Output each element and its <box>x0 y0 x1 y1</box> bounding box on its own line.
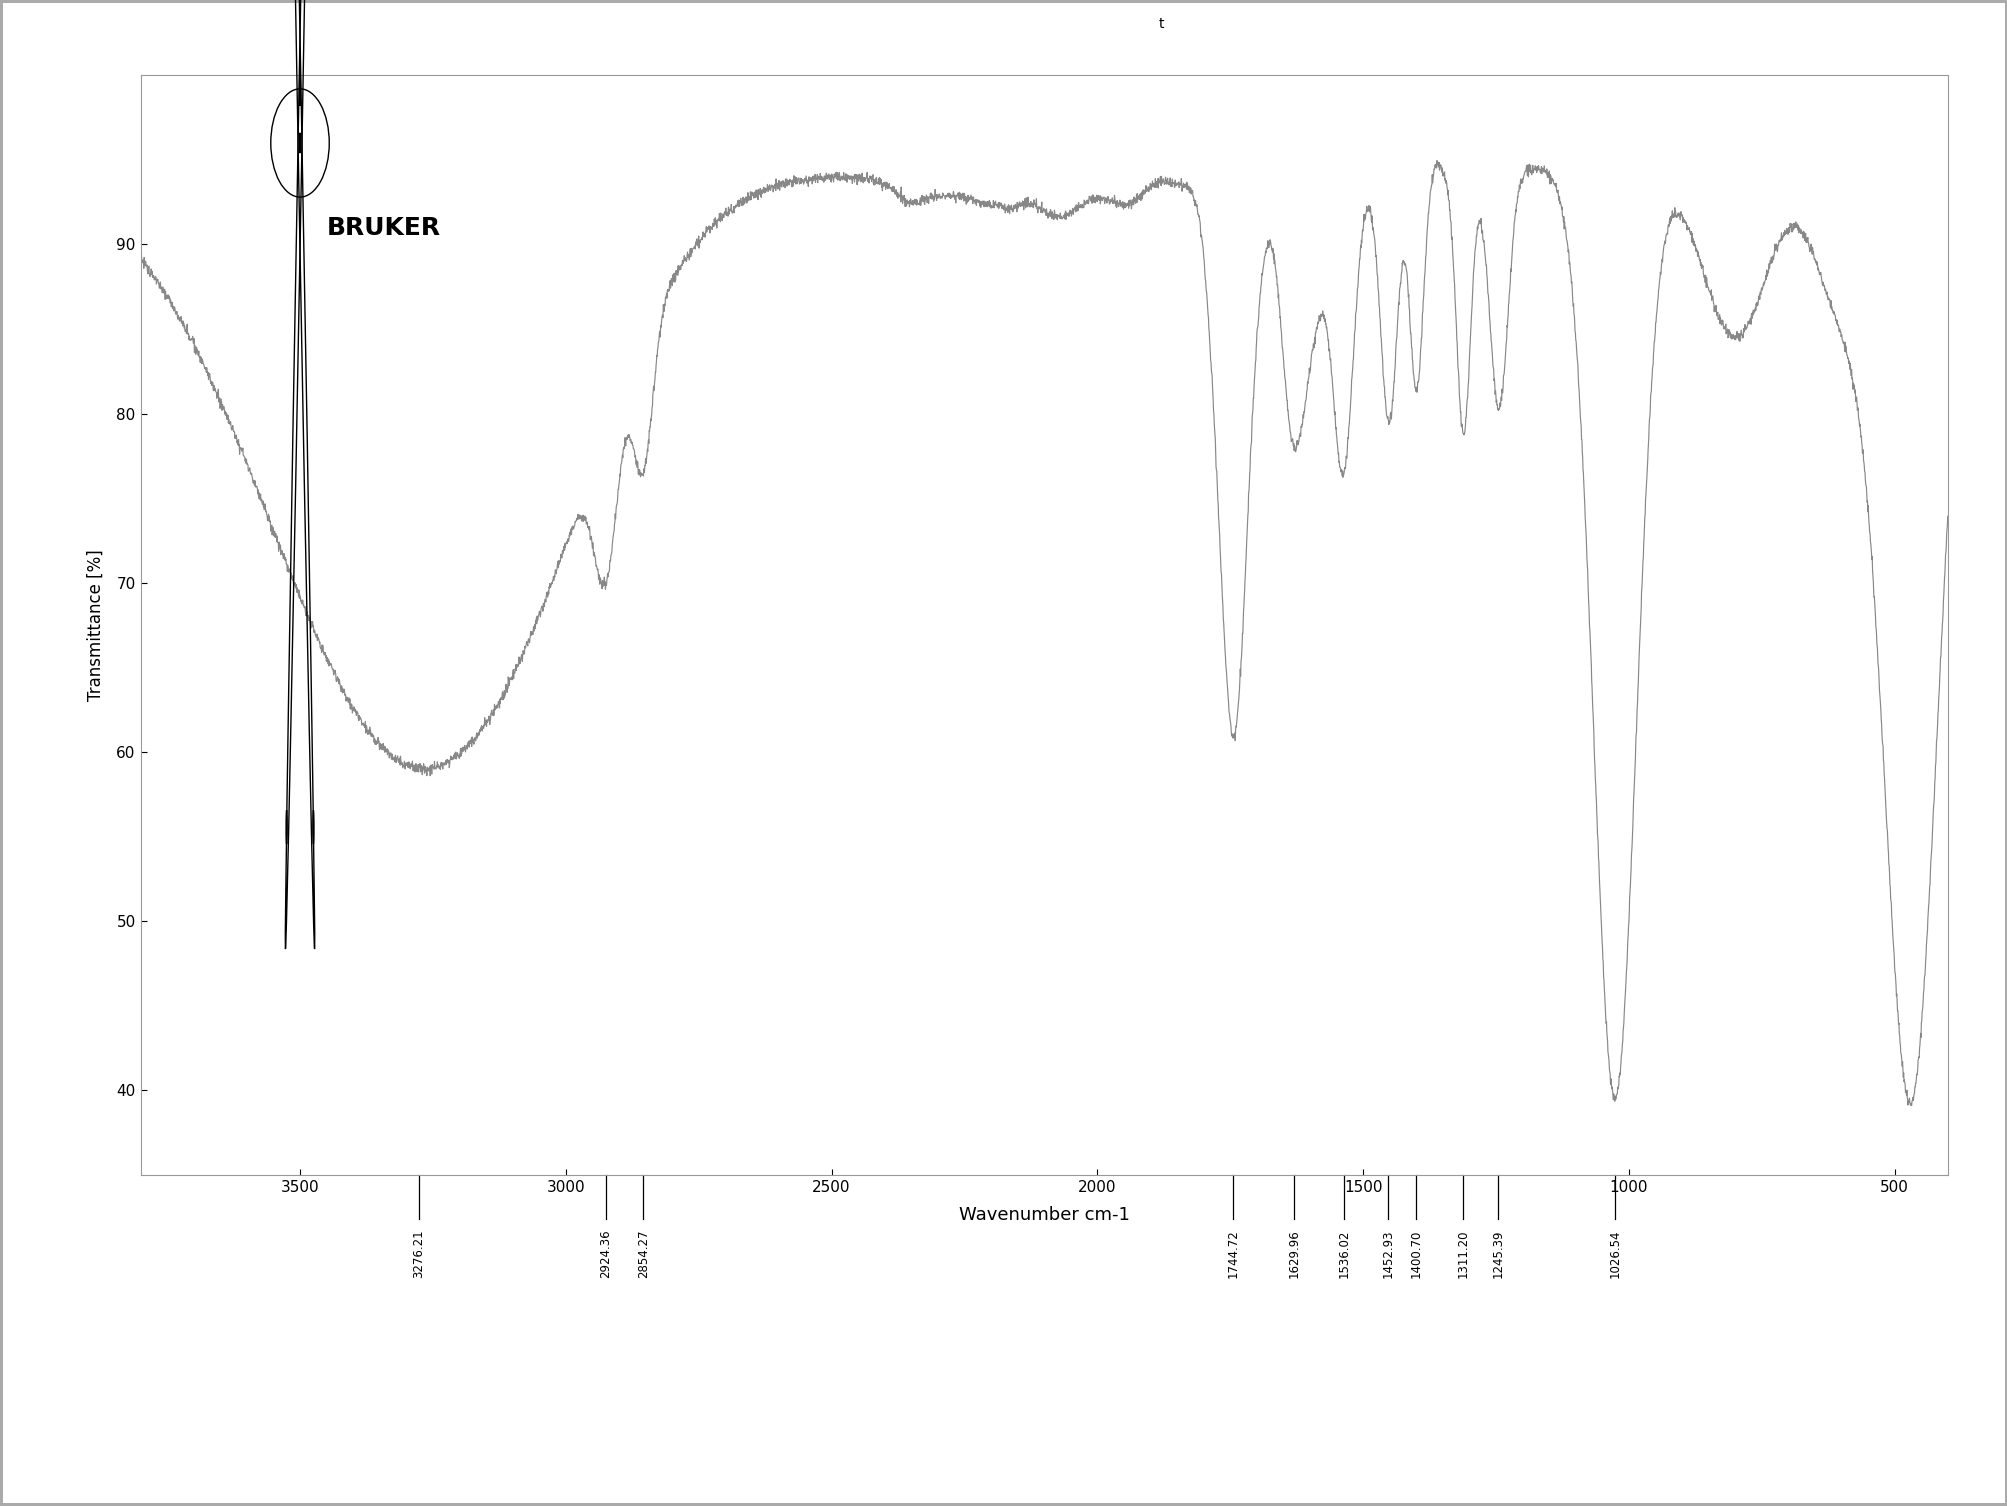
Text: 1026.54: 1026.54 <box>1608 1229 1620 1279</box>
Text: 1744.72: 1744.72 <box>1226 1229 1238 1279</box>
Text: BRUKER: BRUKER <box>327 215 440 239</box>
Text: 1245.39: 1245.39 <box>1491 1229 1503 1279</box>
Text: 2854.27: 2854.27 <box>636 1229 650 1279</box>
Text: 2924.36: 2924.36 <box>600 1229 612 1279</box>
Y-axis label: Transmittance [%]: Transmittance [%] <box>86 550 104 700</box>
Text: 1452.93: 1452.93 <box>1381 1229 1395 1279</box>
Text: 1536.02: 1536.02 <box>1337 1229 1351 1279</box>
Text: 1311.20: 1311.20 <box>1457 1229 1469 1279</box>
Text: t: t <box>1158 18 1164 32</box>
Text: 1400.70: 1400.70 <box>1409 1229 1421 1279</box>
Text: 3276.21: 3276.21 <box>411 1229 425 1279</box>
X-axis label: Wavenumber cm-1: Wavenumber cm-1 <box>957 1206 1130 1224</box>
Text: 1629.96: 1629.96 <box>1286 1229 1301 1279</box>
